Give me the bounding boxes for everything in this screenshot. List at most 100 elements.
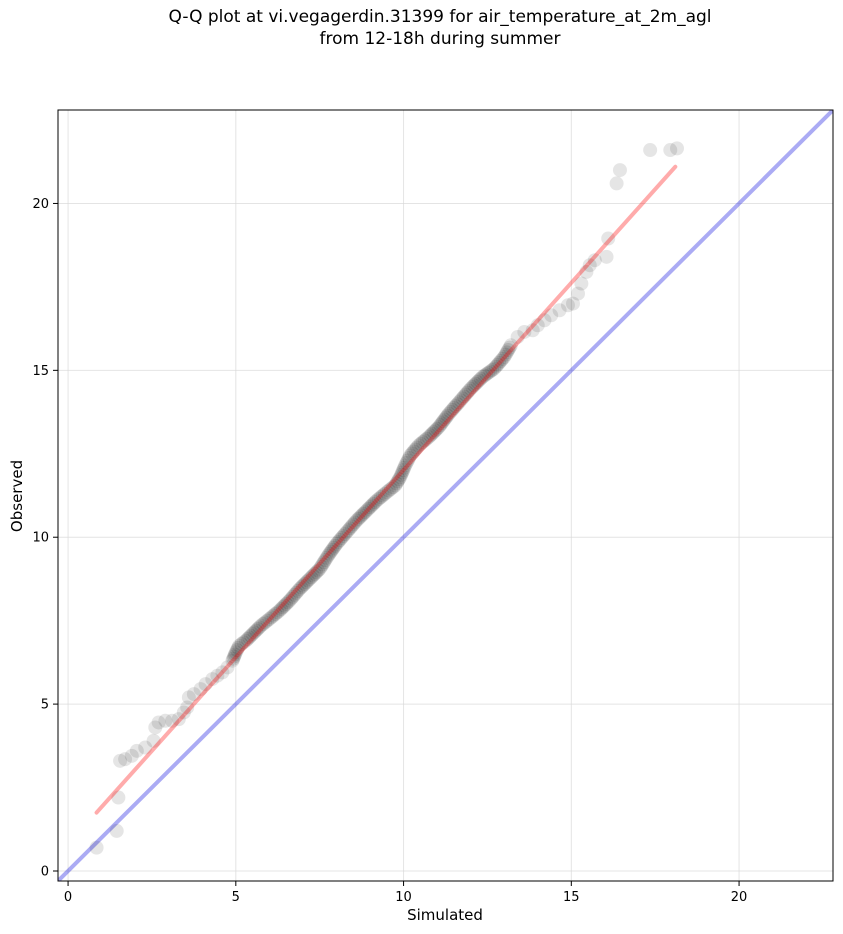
qq-point [238, 633, 253, 648]
qq-point [431, 420, 446, 435]
qq-point [316, 555, 331, 570]
qq-point [404, 446, 419, 461]
qq-point [406, 444, 421, 459]
qq-point [277, 598, 292, 613]
x-tick-label: 5 [232, 890, 240, 905]
qq-point [502, 340, 517, 355]
qq-point [587, 253, 602, 268]
qq-point [326, 540, 341, 555]
qq-point [151, 715, 166, 730]
qq-point [328, 538, 343, 553]
qq-point [245, 627, 260, 642]
qq-point [279, 596, 294, 611]
qq-point [390, 474, 405, 489]
qq-point [400, 453, 415, 468]
qq-point [530, 318, 545, 333]
qq-point [503, 338, 518, 353]
qq-point [231, 640, 246, 655]
qq-point [493, 353, 508, 368]
qq-point [609, 176, 624, 191]
qq-point [488, 359, 503, 374]
qq-point [234, 637, 249, 652]
qq-point [346, 517, 361, 532]
x-tick-label: 10 [395, 890, 412, 905]
qq-point [198, 677, 213, 692]
y-axis-label: Observed [8, 460, 26, 532]
qq-point [205, 672, 220, 687]
qq-point [292, 581, 307, 596]
qq-point [579, 264, 594, 279]
qq-point [490, 357, 505, 372]
qq-point [436, 414, 451, 429]
qq-point [344, 519, 359, 534]
qq-point [477, 368, 492, 383]
qq-point [315, 557, 330, 572]
qq-point [397, 460, 412, 475]
qq-point [287, 587, 302, 602]
qq-point [272, 603, 287, 618]
y-tick-label: 0 [41, 864, 49, 879]
qq-point [307, 566, 322, 581]
qq-point [171, 712, 186, 727]
plot-frame [57, 109, 834, 882]
qq-point [109, 823, 124, 838]
qq-point [284, 591, 299, 606]
qq-point [409, 440, 424, 455]
qq-point [260, 613, 275, 628]
qq-point [612, 163, 627, 178]
qq-point [336, 529, 351, 544]
qq-point [334, 531, 349, 546]
qq-point [473, 371, 488, 386]
qq-point [663, 143, 678, 158]
qq-point [236, 635, 251, 650]
qq-point [285, 589, 300, 604]
qq-point [176, 705, 191, 720]
qq-point [426, 425, 441, 440]
qq-point [377, 486, 392, 501]
qq-point [253, 618, 268, 633]
qq-point [501, 342, 516, 357]
qq-point [129, 743, 144, 758]
qq-point [421, 430, 436, 445]
x-tick-label: 0 [64, 890, 72, 905]
qq-point [266, 608, 281, 623]
qq-point [270, 605, 285, 620]
qq-point [525, 323, 540, 338]
qq-point [463, 381, 478, 396]
qq-point [111, 790, 126, 805]
qq-point [475, 370, 490, 385]
qq-point [232, 638, 247, 653]
qq-point [364, 498, 379, 513]
qq-point [467, 378, 482, 393]
qq-point [565, 296, 580, 311]
qq-point [242, 630, 257, 645]
qq-point [339, 525, 354, 540]
qq-point [366, 496, 381, 511]
qq-point [361, 501, 376, 516]
qq-point [228, 645, 243, 660]
qq-point [601, 231, 616, 246]
qq-point [396, 463, 411, 478]
y-tick-label: 10 [32, 531, 49, 546]
qq-point [415, 435, 430, 450]
qq-point [210, 668, 225, 683]
qq-point [399, 455, 414, 470]
qq-point [186, 687, 201, 702]
qq-point [359, 503, 374, 518]
qq-point [165, 713, 180, 728]
qq-point [450, 397, 465, 412]
y-tick-label: 5 [41, 698, 49, 713]
qq-point [485, 363, 500, 378]
qq-point [146, 733, 161, 748]
qq-point [248, 623, 263, 638]
qq-point [582, 258, 597, 273]
qq-point [517, 324, 532, 339]
qq-point [193, 682, 208, 697]
qq-point [599, 249, 614, 264]
qq-point [456, 389, 471, 404]
qq-point [391, 472, 406, 487]
qq-point [438, 410, 453, 425]
qq-point [113, 753, 128, 768]
qq-point [297, 576, 312, 591]
qq-point [574, 276, 589, 291]
